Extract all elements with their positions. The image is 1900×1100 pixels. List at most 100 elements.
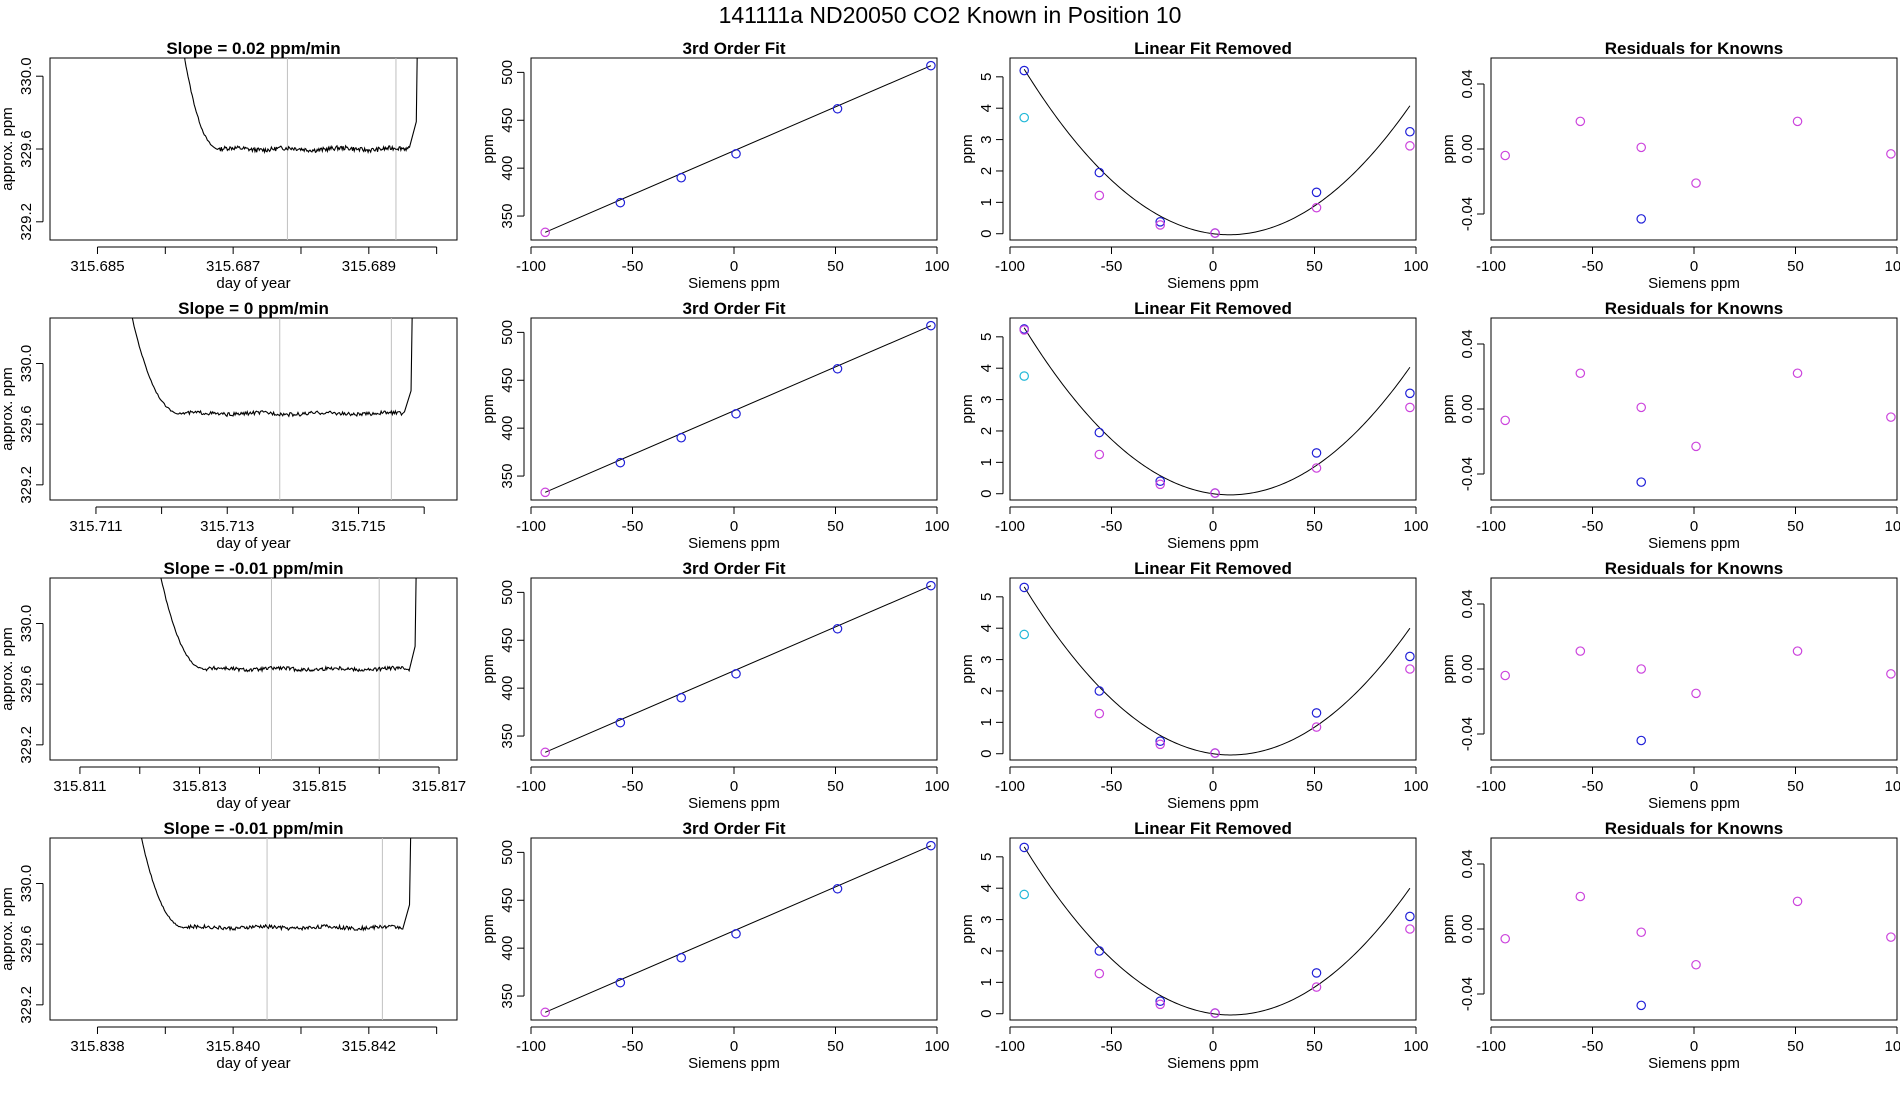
x-axis-label: Siemens ppm [688, 795, 780, 812]
magenta-data-point [1636, 664, 1647, 674]
y-axis-label: ppm [480, 654, 497, 683]
x-axis-label: Siemens ppm [1167, 535, 1259, 552]
panel-2-1: Slope = 0 ppm/min 315.711 315.713 315.715 da… [0, 299, 458, 552]
blue-data-point [1636, 1000, 1647, 1011]
x-tick-label: 100 [924, 1038, 949, 1055]
plot-area [540, 580, 936, 758]
y-tick-label: 350 [499, 984, 516, 1009]
panel-4-1: Slope = -0.01 ppm/min 315.838 315.840 315.8… [0, 819, 458, 1072]
fit-line [545, 65, 932, 233]
magenta-data-point [1311, 982, 1322, 992]
y-tick-label: 450 [499, 368, 516, 393]
blue-data-point [832, 883, 843, 894]
panel-title: Slope = -0.01 ppm/min [164, 819, 344, 838]
y-axis-label: ppm [480, 134, 497, 163]
blue-data-point [615, 717, 626, 728]
magenta-data-point [1691, 441, 1701, 452]
x-tick-label: -100 [516, 258, 546, 275]
x-tick-label: 50 [827, 1038, 844, 1055]
panel-title: 3rd Order Fit [683, 819, 786, 838]
x-tick-label: -100 [995, 258, 1025, 275]
x-tick-label: -50 [622, 518, 644, 535]
x-tick-label: 315.842 [342, 1038, 396, 1055]
fit-line [545, 325, 932, 493]
plot-frame [530, 837, 938, 1021]
x-tick-label: 0 [1209, 778, 1217, 795]
x-tick-label: 0 [1209, 1038, 1217, 1055]
x-axis-label: Siemens ppm [1167, 795, 1259, 812]
x-axis-label: Siemens ppm [1648, 795, 1740, 812]
y-tick-label: 2 [978, 167, 995, 175]
y-axis-label: approx. ppm [0, 107, 16, 190]
y-tick-label: 0.00 [1459, 914, 1476, 943]
x-tick-label: 100 [1403, 778, 1428, 795]
panel-1-4: Residuals for Knowns -100 -50 0 50 100 Siemens… [1440, 39, 1900, 292]
y-axis-label: ppm [480, 914, 497, 943]
magenta-data-point [1094, 708, 1105, 719]
x-axis-label: Siemens ppm [1648, 275, 1740, 292]
x-tick-label: -50 [622, 778, 644, 795]
blue-data-point [1311, 448, 1322, 458]
x-tick-label: 100 [924, 518, 949, 535]
panel-3-1: Slope = -0.01 ppm/min 315.811 315.813 315.8… [0, 559, 466, 812]
blue-data-point [1405, 911, 1415, 922]
y-tick-label: 0.04 [1459, 329, 1476, 358]
x-tick-label: 50 [1306, 518, 1323, 535]
blue-data-point [1094, 167, 1105, 178]
x-tick-label: -50 [1582, 258, 1604, 275]
y-tick-label: 3 [978, 135, 995, 143]
x-tick-label: 100 [1403, 518, 1428, 535]
magenta-data-point [1792, 368, 1803, 379]
magenta-data-point [540, 487, 551, 498]
blue-data-point [926, 320, 936, 331]
x-tick-label: -100 [516, 518, 546, 535]
magenta-data-point [1311, 202, 1322, 213]
blue-data-point [731, 408, 741, 419]
x-tick-label: 315.840 [206, 1038, 260, 1055]
blue-data-point [1094, 946, 1105, 956]
x-tick-label: -100 [516, 1038, 546, 1055]
x-tick-label: 0 [1690, 518, 1698, 535]
magenta-data-point [1500, 933, 1511, 944]
plot-frame [530, 577, 938, 761]
x-tick-label: 50 [827, 258, 844, 275]
x-tick-label: 315.713 [200, 518, 254, 535]
x-axis-label: Siemens ppm [1648, 1055, 1740, 1072]
x-tick-label: 0 [730, 1038, 738, 1055]
magenta-data-point [540, 747, 551, 758]
y-tick-label: 500 [499, 320, 516, 345]
y-axis-label: approx. ppm [0, 367, 16, 450]
plot-frame [1009, 577, 1417, 761]
x-tick-label: 315.689 [342, 258, 396, 275]
magenta-data-point [540, 1007, 551, 1018]
panel-1-2: 3rd Order Fit -100 -50 0 50 100 Siemens ppm 350… [480, 39, 950, 292]
magenta-data-point [1094, 190, 1105, 201]
x-tick-label: -50 [622, 1038, 644, 1055]
y-tick-label: 3 [978, 395, 995, 403]
x-tick-label: -50 [1101, 778, 1123, 795]
magenta-data-point [1792, 896, 1803, 907]
panel-title: Linear Fit Removed [1134, 39, 1292, 58]
plot-area [140, 838, 412, 1020]
panel-title: Linear Fit Removed [1134, 819, 1292, 838]
magenta-data-point [1886, 412, 1896, 422]
y-axis-label: ppm [959, 134, 976, 163]
magenta-data-point [1311, 463, 1322, 473]
y-tick-label: 330.0 [18, 345, 35, 383]
cyan-data-point [1019, 112, 1030, 123]
x-tick-label: 0 [1209, 518, 1217, 535]
y-tick-label: 329.2 [18, 986, 35, 1024]
plot-area [160, 578, 417, 760]
magenta-data-point [1405, 924, 1415, 934]
x-tick-label: -100 [516, 778, 546, 795]
cyan-data-point [1019, 889, 1030, 900]
y-tick-label: 4 [978, 364, 995, 372]
y-tick-label: 2 [978, 947, 995, 955]
x-tick-label: 100 [1884, 258, 1900, 275]
panel-title: Residuals for Knowns [1605, 39, 1784, 58]
baseline-trace [160, 578, 417, 673]
blue-data-point [1636, 214, 1647, 224]
x-tick-label: 315.811 [53, 778, 106, 795]
blue-data-point [731, 668, 741, 679]
